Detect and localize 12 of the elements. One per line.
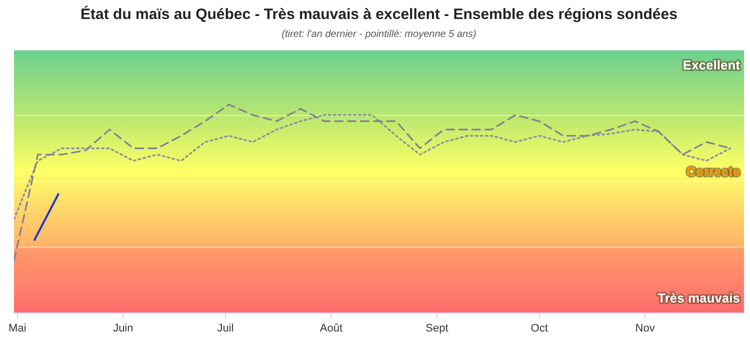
annotation: Correcte <box>686 164 740 179</box>
chart-subtitle: (tiret: l'an dernier - pointillé: moyenne 5 ans) <box>282 28 476 40</box>
x-tick-label: Sept <box>426 322 448 334</box>
x-tick-label: Oct <box>530 322 548 334</box>
x-tick-label: Mai <box>8 322 26 334</box>
chart-title: État du maïs au Québec - Très mauvais à excellent - Ensemble des régions sondées <box>80 5 678 24</box>
text: Excellent <box>682 58 741 73</box>
x-tick-label: Juil <box>217 322 234 334</box>
x-tick-label: Nov <box>635 322 656 334</box>
x-tick-label: Août <box>320 322 343 334</box>
annotation: Très mauvais <box>658 290 740 306</box>
x-tick-label: Juin <box>113 322 134 334</box>
